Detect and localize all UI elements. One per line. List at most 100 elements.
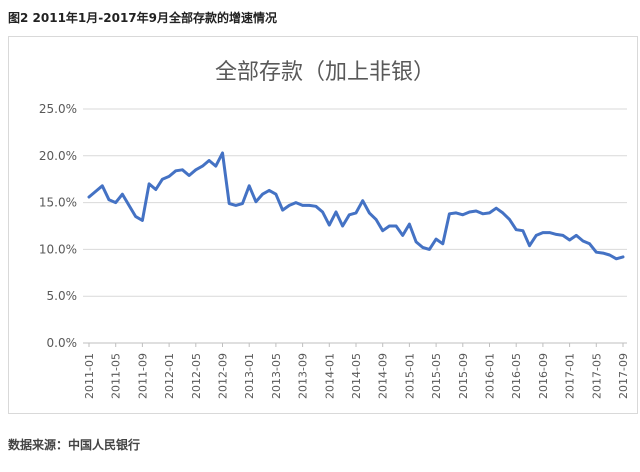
y-tick-label: 25.0%: [39, 102, 77, 116]
x-tick-label: 2011-09: [136, 353, 149, 399]
data-point: [408, 222, 411, 226]
x-tick-label: 2012-09: [217, 353, 230, 399]
data-point: [154, 188, 157, 191]
data-point: [254, 200, 258, 203]
data-point: [274, 192, 278, 196]
data-point: [434, 237, 438, 241]
data-point: [221, 151, 224, 155]
data-point: [268, 189, 271, 192]
x-tick-label: 2016-05: [510, 353, 523, 399]
data-point: [555, 233, 558, 236]
data-point: [461, 213, 464, 216]
data-point: [301, 204, 304, 207]
data-point: [87, 195, 91, 199]
data-point: [314, 205, 318, 208]
source-note: 数据来源：中国人民银行: [8, 438, 141, 452]
data-point: [508, 218, 511, 221]
data-point: [394, 224, 398, 228]
data-point: [454, 211, 458, 215]
data-point: [521, 229, 525, 232]
data-point: [348, 213, 351, 216]
x-tick-label: 2017-01: [564, 353, 577, 399]
data-point: [621, 255, 625, 259]
x-tick-label: 2015-01: [403, 353, 416, 399]
data-point: [601, 251, 605, 255]
y-tick-label: 5.0%: [47, 289, 78, 303]
data-point: [328, 223, 331, 227]
data-point: [494, 207, 498, 210]
data-point: [575, 234, 578, 237]
data-point: [535, 234, 538, 237]
data-point: [187, 174, 191, 177]
data-point: [241, 202, 244, 205]
data-point: [374, 218, 378, 221]
data-point: [354, 211, 358, 215]
x-tick-label: 2012-01: [163, 353, 176, 399]
data-point: [281, 208, 284, 212]
x-tick-label: 2017-09: [617, 353, 630, 399]
data-point: [334, 210, 338, 214]
data-point: [428, 248, 431, 251]
data-point: [261, 192, 264, 196]
x-tick-label: 2017-05: [590, 353, 603, 399]
data-point: [94, 190, 97, 193]
data-point: [141, 219, 144, 222]
line-chart: 全部存款（加上非银） 0.0%5.0%10.0%15.0%20.0%25.0% …: [39, 60, 630, 399]
x-tick-label: 2012-05: [190, 353, 203, 399]
data-point: [321, 210, 324, 214]
x-tick-label: 2015-09: [457, 353, 470, 399]
data-point: [401, 234, 404, 237]
data-point: [561, 234, 565, 237]
y-tick-label: 20.0%: [39, 149, 77, 163]
data-point: [201, 164, 204, 168]
data-point: [361, 199, 364, 202]
x-tick-label: 2015-05: [430, 353, 443, 399]
x-tick-label: 2014-05: [350, 353, 363, 399]
data-point: [595, 251, 598, 254]
x-tick-label: 2016-01: [484, 353, 497, 399]
chart-title: 全部存款（加上非银）: [215, 60, 435, 85]
data-point: [528, 244, 531, 247]
data-point: [101, 184, 104, 187]
data-point: [368, 211, 371, 215]
data-point: [174, 169, 177, 172]
data-point: [501, 211, 505, 215]
data-point: [341, 224, 344, 228]
x-tick-label: 2013-09: [297, 353, 310, 399]
y-tick-label: 10.0%: [39, 242, 77, 256]
data-point: [181, 168, 184, 172]
y-axis: 0.0% 5.0% 10.0% 15.0% 20.0% 25.0%: [39, 102, 77, 350]
data-point: [288, 204, 291, 207]
data-point: [414, 240, 418, 244]
data-point: [121, 192, 124, 196]
x-tick-label: 2011-01: [83, 353, 96, 399]
figure-title: 图2 2011年1月-2017年9月全部存款的增速情况: [8, 11, 278, 25]
data-point: [381, 229, 384, 232]
data-point: [615, 257, 618, 260]
data-point: [207, 159, 211, 162]
data-point: [227, 202, 231, 205]
data-point: [248, 184, 251, 187]
data-point: [474, 209, 478, 213]
data-point: [161, 178, 164, 181]
data-point: [588, 242, 591, 245]
series-line: [87, 151, 625, 261]
x-axis: 2011-01 2011-05 2011-09 2012-01 2012-05 2012-…: [83, 343, 630, 399]
x-tick-label: 2013-01: [243, 353, 256, 399]
data-point: [134, 215, 137, 218]
data-point: [294, 201, 298, 204]
x-tick-label: 2011-05: [110, 353, 123, 399]
data-point: [441, 242, 444, 245]
series-layer: [87, 151, 625, 261]
gridlines: [83, 108, 627, 344]
data-point: [481, 212, 485, 216]
x-tick-label: 2014-09: [377, 353, 390, 399]
data-point: [548, 231, 551, 234]
data-point: [147, 182, 151, 186]
data-point: [214, 164, 218, 168]
chart-frame: 全部存款（加上非银） 0.0% 5.0% 10.0% 15.0% 20.0% 25.0% …: [8, 36, 638, 414]
data-point: [541, 231, 545, 234]
x-tick-label: 2013-05: [270, 353, 283, 399]
y-tick-label: 15.0%: [39, 196, 77, 210]
data-point: [127, 204, 131, 207]
